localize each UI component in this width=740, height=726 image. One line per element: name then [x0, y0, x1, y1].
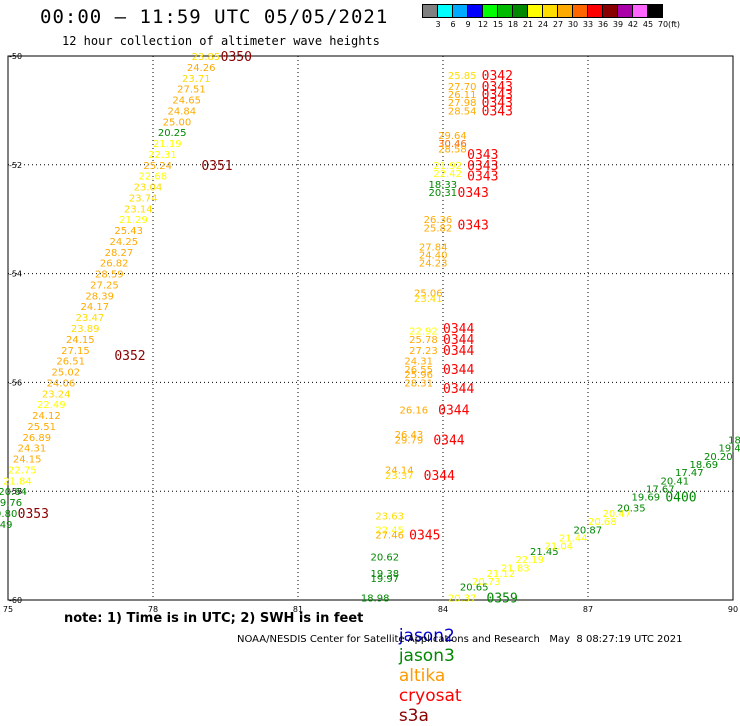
- wave-height-value: 26.51: [56, 357, 85, 368]
- pass-time-label: 0400: [665, 491, 696, 506]
- pass-time-label: 0344: [433, 434, 464, 449]
- wave-height-value: 24.15: [13, 455, 42, 466]
- wave-height-value: 26.16: [400, 406, 429, 417]
- lon-tick-label: 75: [3, 605, 13, 614]
- wave-height-value: 25.00: [163, 117, 192, 128]
- wave-height-value: 24.17: [81, 302, 110, 313]
- wave-height-value: 20.35: [617, 504, 646, 515]
- wave-height-value: 20.62: [371, 552, 400, 563]
- wave-height-value: 23.63: [375, 512, 404, 523]
- pass-time-label: 0343: [458, 186, 489, 201]
- wave-height-value: 24.06: [47, 378, 76, 389]
- wave-height-value: 25.85: [448, 71, 477, 82]
- wave-height-value: 19.97: [371, 574, 400, 585]
- wave-height-value: 27.23: [409, 346, 438, 357]
- sat-altika: altika: [399, 666, 446, 686]
- wave-height-value: 25.02: [52, 368, 81, 379]
- pass-time-label: 0344: [438, 404, 469, 419]
- wave-height-value: 28.58: [438, 144, 467, 155]
- lon-tick-label: 90: [728, 605, 738, 614]
- wave-height-value: 23.85: [192, 52, 221, 63]
- lon-tick-label: 87: [583, 605, 593, 614]
- wave-height-value: 22.42: [433, 169, 462, 180]
- wave-height-value: 25.24: [143, 161, 172, 172]
- sat-s3a: s3a: [399, 706, 429, 726]
- wave-height-value: 23.37: [385, 471, 414, 482]
- wave-height-value: 23.14: [124, 204, 153, 215]
- wave-height-value: 24.26: [187, 63, 216, 74]
- wave-height-value: 22.75: [8, 465, 37, 476]
- wave-height-value: 28.59: [95, 270, 124, 281]
- wave-height-value: 27.51: [177, 85, 206, 96]
- wave-height-value: 20.37: [448, 593, 477, 604]
- wave-height-value: 24.23: [419, 259, 448, 270]
- wave-height-value: 23.04: [134, 183, 163, 194]
- wave-height-value: 20.64: [0, 487, 27, 498]
- wave-height-value: 18.98: [361, 593, 390, 604]
- wave-height-value: 25.43: [114, 226, 143, 237]
- wave-height-value: 24.31: [18, 444, 47, 455]
- wave-height-value: 23.47: [76, 313, 105, 324]
- wave-height-value: 24.12: [32, 411, 61, 422]
- wave-height-value: 24.84: [168, 106, 197, 117]
- wave-height-value: 18.49: [0, 520, 12, 531]
- pass-time-label: 0344: [443, 344, 474, 359]
- sat-cryosat: cryosat: [399, 686, 462, 706]
- wave-height-value: 23.71: [182, 74, 211, 85]
- wave-height-value: 20.31: [429, 188, 458, 199]
- wave-height-value: 23.74: [129, 193, 158, 204]
- wave-height-value: 27.46: [375, 531, 404, 542]
- wave-height-value: 28.27: [105, 248, 134, 259]
- lat-tick-label: -52: [9, 161, 22, 170]
- lat-tick-label: -54: [9, 270, 22, 279]
- wave-height-value: 19.80: [0, 509, 17, 520]
- wave-height-value: 24.15: [66, 335, 95, 346]
- wave-height-value: 22.68: [139, 172, 168, 183]
- footer-credit: NOAA/NESDIS Center for Satellite Applica…: [237, 634, 683, 645]
- wave-height-value: 27.25: [90, 280, 119, 291]
- wave-height-value: 28.39: [85, 291, 114, 302]
- pass-time-label: 0343: [458, 219, 489, 234]
- pass-time-label: 0344: [443, 382, 474, 397]
- wave-height-value: 23.41: [414, 294, 443, 305]
- pass-time-label: 0344: [424, 469, 455, 484]
- wave-height-value: 23.89: [71, 324, 100, 335]
- wave-height-value: 23.24: [42, 389, 71, 400]
- pass-time-label: 0352: [114, 349, 145, 364]
- footer-note: note: 1) Time is in UTC; 2) SWH is in fe…: [64, 611, 363, 626]
- pass-time-label: 0353: [18, 507, 49, 522]
- wave-height-value: 25.51: [27, 422, 56, 433]
- wave-height-value: 24.65: [172, 96, 201, 107]
- pass-time-label: 0343: [482, 104, 513, 119]
- wave-height-value: 21.19: [153, 139, 182, 150]
- wave-height-value: 29.79: [395, 436, 424, 447]
- wave-height-value: 21.29: [119, 215, 148, 226]
- satellite-legend: jason2 jason3 altika cryosat s3a: [388, 606, 472, 726]
- wave-height-value: 24.25: [110, 237, 139, 248]
- sat-jason3: jason3: [399, 646, 455, 666]
- wave-height-value: 28.31: [404, 378, 433, 389]
- lat-tick-label: -56: [9, 378, 22, 387]
- lat-tick-label: -50: [9, 52, 22, 61]
- wave-height-value: 18: [728, 436, 740, 447]
- pass-time-label: 0359: [487, 591, 518, 606]
- wave-height-value: 26.89: [23, 433, 52, 444]
- wave-height-value: 22.49: [37, 400, 66, 411]
- wave-height-value: 21.84: [3, 476, 32, 487]
- wave-height-value: 27.15: [61, 346, 90, 357]
- wave-height-value: 20.25: [158, 128, 187, 139]
- wave-height-value: 26.82: [100, 259, 129, 270]
- wave-height-value: 25.82: [424, 223, 453, 234]
- lat-tick-label: -60: [9, 596, 22, 605]
- pass-time-label: 0344: [443, 363, 474, 378]
- wave-height-value: 25.78: [409, 335, 438, 346]
- pass-time-label: 0351: [201, 159, 232, 174]
- wave-height-value: 28.54: [448, 106, 477, 117]
- pass-time-label: 0350: [221, 50, 252, 65]
- wave-height-value: 22.31: [148, 150, 177, 161]
- pass-time-label: 0343: [467, 170, 498, 185]
- pass-time-label: 0345: [409, 529, 440, 544]
